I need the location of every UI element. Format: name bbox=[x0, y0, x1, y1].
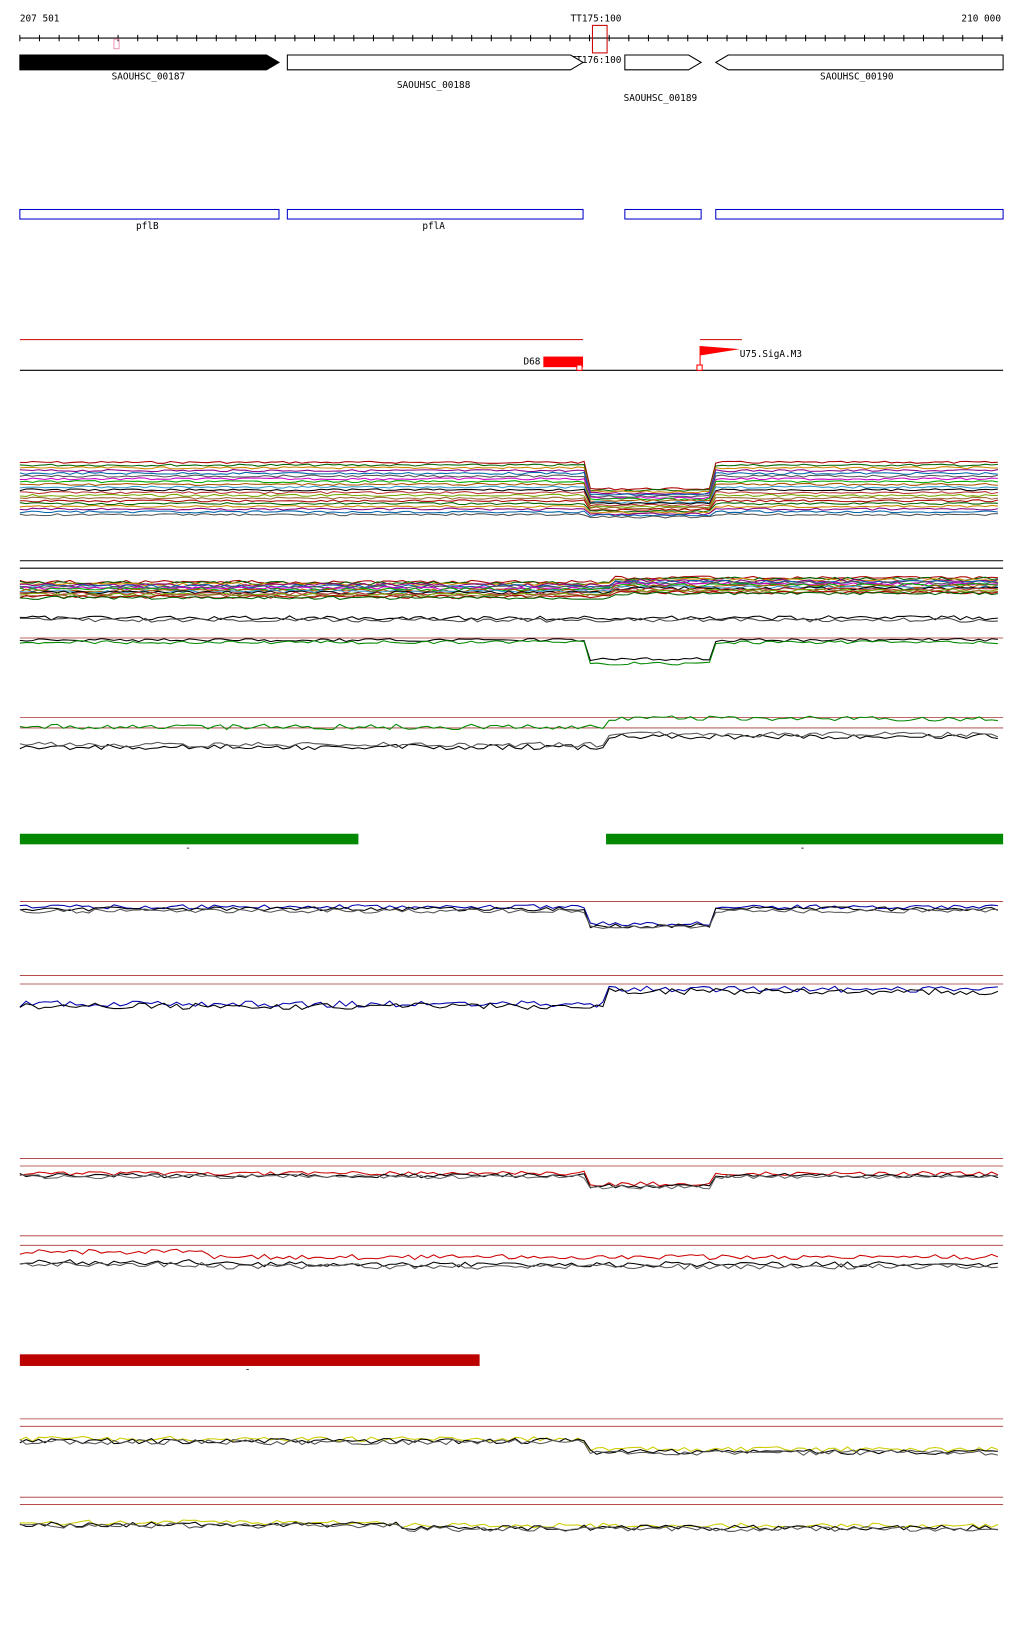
expression-line bbox=[19, 584, 999, 593]
gene-arrow bbox=[714, 54, 1004, 71]
feature-label: pflA bbox=[422, 221, 445, 232]
feature-box bbox=[19, 208, 280, 220]
expression-line bbox=[19, 1261, 998, 1270]
expression-tracks bbox=[19, 460, 1004, 1533]
expression-line bbox=[19, 591, 998, 600]
gene-arrow bbox=[19, 54, 281, 71]
feature-box bbox=[286, 208, 584, 220]
expression-line bbox=[19, 590, 998, 599]
expression-line bbox=[19, 480, 998, 501]
gene-arrow bbox=[286, 54, 585, 71]
marker-box bbox=[591, 24, 608, 54]
segment-label: - bbox=[800, 843, 806, 854]
expression-line bbox=[19, 493, 998, 509]
expression-line bbox=[19, 1522, 998, 1533]
expression-line bbox=[19, 733, 998, 751]
expression-line bbox=[19, 469, 998, 495]
expression-line bbox=[19, 474, 998, 498]
expression-line bbox=[19, 485, 998, 504]
gene-label: SAOUHSC_00190 bbox=[820, 72, 894, 83]
marker-label: TT176:100 bbox=[571, 55, 622, 66]
expression-line bbox=[19, 1248, 999, 1261]
expression-line bbox=[19, 908, 998, 929]
expression-line bbox=[19, 510, 998, 517]
gene-label: SAOUHSC_00187 bbox=[112, 72, 186, 83]
gene-label: SAOUHSC_00189 bbox=[624, 93, 698, 104]
expression-line bbox=[19, 1170, 999, 1187]
expression-line bbox=[19, 617, 998, 623]
expression-line bbox=[19, 587, 998, 596]
expression-line bbox=[19, 471, 998, 496]
segment-bar bbox=[606, 833, 1004, 845]
expression-line bbox=[19, 1438, 998, 1456]
annotation-bar bbox=[543, 356, 584, 368]
expression-line bbox=[19, 491, 998, 507]
gene-arrow bbox=[624, 54, 703, 71]
expression-line bbox=[19, 499, 999, 512]
expression-line bbox=[19, 1259, 998, 1268]
expression-line bbox=[19, 463, 998, 492]
segment-label: - bbox=[245, 1365, 251, 1376]
expression-line bbox=[19, 731, 999, 748]
expression-line bbox=[19, 1173, 998, 1190]
expression-line bbox=[19, 466, 998, 494]
expression-line bbox=[19, 906, 999, 929]
segment-bar bbox=[19, 833, 359, 845]
expression-line bbox=[19, 987, 999, 1010]
expression-line bbox=[19, 985, 998, 1008]
feature-box bbox=[715, 208, 1004, 220]
small-marker bbox=[113, 38, 120, 50]
start-label: 207 501 bbox=[20, 14, 60, 25]
expression-line bbox=[19, 482, 998, 503]
end-label: 210 000 bbox=[961, 14, 1001, 25]
segment-label: - bbox=[185, 843, 191, 854]
feature-label: pflB bbox=[136, 221, 159, 232]
expression-line bbox=[19, 580, 998, 590]
marker-label: TT175:100 bbox=[571, 14, 622, 25]
expression-line bbox=[19, 589, 998, 598]
expression-line bbox=[19, 1519, 999, 1529]
annotation-marker bbox=[696, 364, 703, 371]
expression-line bbox=[19, 1437, 998, 1455]
ruler bbox=[19, 34, 1004, 42]
expression-line bbox=[19, 575, 998, 585]
expression-line bbox=[19, 715, 998, 731]
feature-track bbox=[19, 208, 1004, 220]
expression-line bbox=[19, 477, 998, 500]
expression-line bbox=[19, 577, 998, 587]
expression-line bbox=[19, 576, 998, 586]
segment-bar bbox=[19, 1354, 480, 1366]
annotation-flag bbox=[700, 345, 740, 356]
expression-line bbox=[19, 460, 998, 491]
feature-box bbox=[624, 208, 702, 220]
expression-line bbox=[19, 504, 998, 514]
annotation-label: D68 bbox=[523, 356, 540, 367]
gene-label: SAOUHSC_00188 bbox=[397, 80, 471, 91]
expression-line bbox=[19, 496, 998, 510]
annotation-label: U75.SigA.M3 bbox=[740, 349, 802, 360]
expression-line bbox=[19, 1521, 998, 1532]
expression-line bbox=[19, 502, 998, 513]
annotation-marker bbox=[576, 364, 583, 371]
expression-line bbox=[19, 1435, 999, 1453]
expression-line bbox=[19, 640, 998, 666]
expression-line bbox=[19, 513, 998, 519]
expression-line bbox=[19, 507, 998, 516]
expression-line bbox=[19, 488, 998, 505]
expression-line bbox=[19, 615, 998, 621]
expression-line bbox=[19, 637, 998, 662]
expression-line bbox=[19, 904, 998, 927]
expression-line bbox=[19, 581, 998, 591]
